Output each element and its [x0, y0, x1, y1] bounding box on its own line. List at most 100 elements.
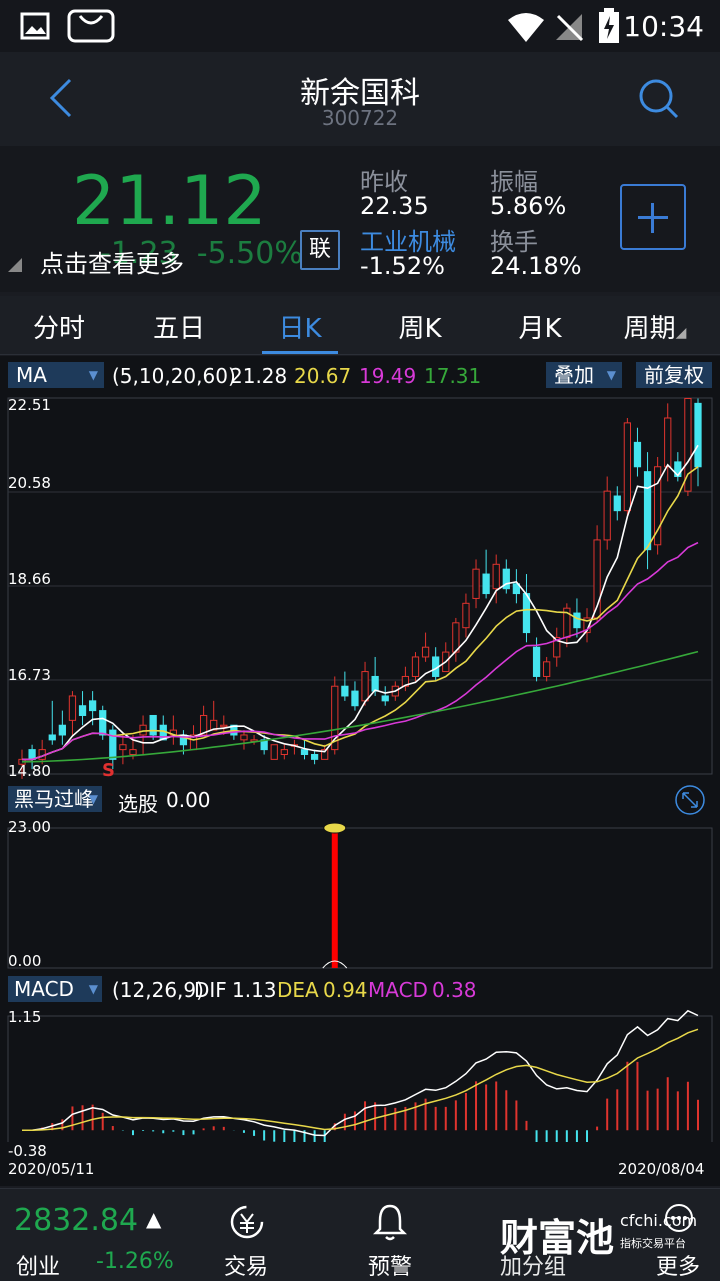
overlay-button[interactable]: 叠加 ▼: [546, 362, 622, 388]
candle-body: [664, 417, 672, 468]
candle-body: [492, 563, 500, 590]
date-start: 2020/05/11: [8, 1160, 95, 1178]
more-icon[interactable]: [664, 1203, 694, 1233]
indicator-selector[interactable]: 黑马过峰 ▼: [8, 786, 102, 812]
candle-body: [401, 675, 410, 687]
period-tabs: 分时 五日 日K 周K 月K 周期◢: [0, 296, 720, 355]
candlestick-chart[interactable]: [0, 390, 720, 1142]
last-price: 21.12: [72, 162, 267, 241]
expand-icon[interactable]: [674, 784, 706, 816]
more-button[interactable]: 更多: [656, 1255, 701, 1280]
candle-body: [603, 490, 611, 541]
dropdown-icon: ▼: [88, 368, 98, 382]
trade-button[interactable]: 交易: [224, 1255, 269, 1280]
candle-body: [109, 729, 117, 760]
candle-body: [129, 749, 137, 755]
macd-label: MACD: [368, 978, 428, 1002]
candle-body: [694, 402, 702, 468]
ma10-value: 20.67: [294, 364, 352, 388]
indicator-text: 选股: [118, 792, 158, 816]
back-icon[interactable]: [46, 78, 74, 118]
ma20-line: [22, 541, 699, 761]
macd-value: 0.38: [432, 978, 477, 1002]
candle-body: [78, 705, 87, 716]
clock: 10:34: [623, 10, 704, 43]
stock-code: 300722: [321, 106, 399, 130]
related-button[interactable]: 联: [300, 230, 340, 270]
dea-line: [22, 1028, 699, 1131]
tab-period[interactable]: 周期◢: [600, 308, 710, 345]
industry-link[interactable]: 工业机械: [360, 228, 456, 256]
candle-body: [220, 724, 228, 728]
candle-body: [321, 749, 329, 760]
active-tab-indicator: [262, 351, 338, 354]
ma-selector[interactable]: MA ▼: [8, 362, 104, 388]
candle-body: [643, 471, 652, 551]
candle-body: [240, 734, 248, 741]
candle-body: [421, 646, 430, 658]
candle-body: [280, 749, 288, 755]
candle-body: [210, 719, 218, 731]
tab-daily-k[interactable]: 日K: [278, 314, 322, 344]
trade-icon[interactable]: [228, 1203, 266, 1241]
price-tick-5: 14.80: [8, 762, 51, 780]
signal-baseline: [322, 960, 348, 969]
tab-monthly-k[interactable]: 月K: [518, 314, 562, 344]
candle-body: [310, 753, 319, 760]
ma10-line: [22, 466, 699, 761]
search-icon[interactable]: [638, 78, 680, 120]
watermark-logo: 财富池: [500, 1216, 615, 1260]
candle-body: [88, 700, 97, 712]
candle-body: [199, 714, 208, 736]
price-tick-3: 18.66: [8, 570, 51, 588]
dropdown-icon: ▼: [606, 368, 616, 382]
bell-icon[interactable]: [372, 1203, 408, 1243]
candle-body: [633, 441, 642, 468]
dropdown-icon: ▼: [88, 982, 98, 996]
bottom-bar: 2832.84 ▲ 创业 -1.26% 交易 预警 财富池 cfchi.com …: [0, 1188, 720, 1281]
ma20-value: 19.49: [359, 364, 417, 388]
add-watchlist-button[interactable]: [620, 184, 686, 250]
amplitude-value: 5.86%: [490, 192, 567, 220]
index-name: 创业: [16, 1255, 61, 1280]
candle-body: [553, 636, 561, 658]
tab-five-day[interactable]: 五日: [152, 314, 205, 344]
macd-tick-top: 1.15: [8, 1008, 42, 1026]
adjust-button[interactable]: 前复权: [636, 362, 712, 388]
ma-params: (5,10,20,60): [112, 364, 236, 388]
candle-body: [543, 661, 551, 677]
candle-body: [139, 724, 147, 736]
add-group-button[interactable]: 加分组: [500, 1255, 567, 1280]
ma-selector-label: MA: [16, 363, 47, 387]
triangle-icon: ◢: [675, 325, 687, 341]
indicator-selector-label: 黑马过峰: [14, 787, 94, 811]
macd-tick-bottom: -0.38: [8, 1142, 47, 1160]
candle-body: [361, 671, 369, 702]
turnover-value: 24.18%: [490, 252, 582, 280]
tab-intraday[interactable]: 分时: [32, 314, 85, 344]
index-value[interactable]: 2832.84: [14, 1203, 139, 1238]
price-change: -1.23 -5.50%: [100, 236, 303, 271]
candle-body: [270, 744, 278, 760]
candle-body: [472, 568, 480, 599]
prev-close-label: 昨收: [360, 168, 408, 196]
dropdown-icon: ▼: [88, 792, 98, 806]
candle-body: [351, 690, 359, 707]
watermark-subtitle: 指标交易平台: [620, 1237, 686, 1250]
dif-line: [22, 1009, 699, 1137]
more-info-tip[interactable]: 点击查看更多: [40, 250, 184, 278]
no-signal-icon: [556, 14, 584, 42]
turnover-label: 换手: [490, 228, 538, 256]
status-bar: 10:34: [0, 0, 720, 52]
page-title: 新余国科: [300, 76, 420, 111]
tab-weekly-k[interactable]: 周K: [398, 314, 442, 344]
candle-body: [411, 656, 420, 677]
alert-button[interactable]: 预警: [368, 1255, 413, 1280]
battery-charging-icon: [599, 8, 619, 43]
dea-value: 0.94: [323, 978, 368, 1002]
watermark-domain: cfchi.com: [620, 1211, 698, 1230]
macd-selector[interactable]: MACD ▼: [8, 976, 102, 1002]
dea-label: DEA: [277, 978, 319, 1002]
candle-body: [341, 685, 349, 697]
wifi-icon: [508, 13, 544, 42]
